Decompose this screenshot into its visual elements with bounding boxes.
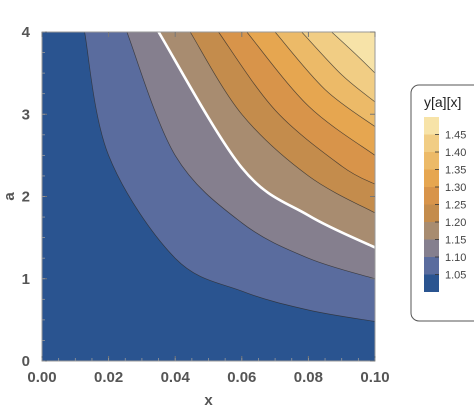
- x-tick-label: 0.10: [360, 369, 389, 386]
- contour-line: [84, 31, 376, 322]
- legend-label: 1.25: [445, 200, 466, 212]
- axis-ticks: 0.00 0.02 0.04 0.06 0.08 0.10 0 1 2 3 4: [22, 24, 390, 386]
- contour-lines: [84, 31, 376, 322]
- contour-line: [218, 31, 376, 185]
- legend-label: 1.05: [445, 270, 466, 282]
- contour-line: [246, 31, 376, 156]
- y-tick-label: 2: [22, 189, 30, 206]
- x-tick-label: 0.00: [27, 369, 56, 386]
- legend-label: 1.35: [445, 165, 466, 177]
- y-tick-label: 1: [22, 271, 30, 288]
- legend-label: 1.30: [445, 182, 466, 194]
- legend-swatch: [424, 257, 439, 275]
- legend-swatch: [424, 204, 439, 222]
- legend-swatch: [424, 169, 439, 187]
- contour-line: [189, 31, 376, 214]
- x-tick-label: 0.02: [94, 369, 123, 386]
- contour-line: [126, 31, 376, 280]
- contour-line: [274, 31, 376, 127]
- legend: y[a][x] 1.45 1.40 1.35 1.30 1.25 1.20 1.15 1.10…: [410, 84, 474, 322]
- legend-label: 1.10: [445, 252, 466, 264]
- legend-swatch: [424, 134, 439, 152]
- contour-line: [301, 31, 376, 103]
- contour-band: [331, 32, 375, 74]
- highlighted-contour-line: [157, 31, 376, 249]
- x-tick-label: 0.08: [294, 369, 323, 386]
- legend-swatch: [424, 187, 439, 205]
- legend-swatches: 1.45 1.40 1.35 1.30 1.25 1.20 1.15 1.10 1.05: [424, 117, 466, 292]
- legend-swatch: [424, 239, 439, 257]
- legend-title: y[a][x]: [424, 94, 461, 110]
- x-tick-label: 0.04: [161, 369, 191, 386]
- legend-swatch: [424, 274, 439, 292]
- x-tick-label: 0.06: [227, 369, 256, 386]
- contour-bands: [42, 32, 376, 361]
- y-tick-label: 3: [22, 106, 30, 123]
- legend-swatch: [424, 152, 439, 170]
- legend-swatch: [424, 222, 439, 240]
- y-tick-label: 4: [22, 24, 31, 41]
- contour-line: [331, 31, 376, 74]
- y-axis-label: a: [1, 192, 18, 201]
- legend-label: 1.45: [445, 130, 466, 142]
- legend-label: 1.40: [445, 147, 466, 159]
- legend-swatch: [424, 117, 439, 135]
- legend-label: 1.15: [445, 235, 466, 247]
- x-axis-label: x: [204, 392, 213, 409]
- y-tick-label: 0: [22, 353, 30, 370]
- legend-label: 1.20: [445, 217, 466, 229]
